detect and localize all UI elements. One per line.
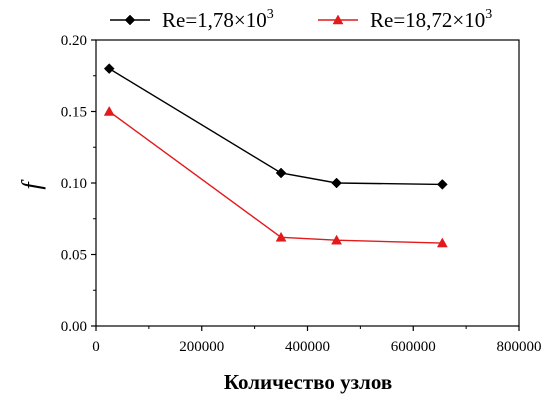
data-point xyxy=(331,177,342,189)
data-point xyxy=(103,105,115,116)
series-1 xyxy=(103,63,448,190)
plot-frame xyxy=(95,39,520,327)
series-line xyxy=(108,68,443,186)
data-point xyxy=(436,237,448,248)
y-axis-ticks: 0.00 0.05 0.10 0.15 0.20 xyxy=(61,33,96,335)
legend-label: Re=1,78×103 xyxy=(162,7,274,32)
data-point xyxy=(275,167,287,179)
x-tick-label: 800000 xyxy=(497,339,542,355)
x-tick-label: 200000 xyxy=(179,339,224,355)
series-line xyxy=(108,110,443,244)
legend-label: Re=18,72×103 xyxy=(370,7,492,32)
legend-item: Re=18,72×103 xyxy=(318,7,492,32)
data-point xyxy=(103,63,115,74)
y-tick-label: 0.20 xyxy=(61,33,87,49)
data-point xyxy=(436,179,448,190)
y-tick-label: 0.15 xyxy=(61,105,87,121)
series-2 xyxy=(103,105,448,248)
data-point xyxy=(275,231,287,242)
legend-marker xyxy=(332,14,344,25)
x-tick-label: 0 xyxy=(92,339,100,355)
y-tick-label: 0.05 xyxy=(61,248,87,264)
legend-item: Re=1,78×103 xyxy=(110,7,274,32)
legend: Re=1,78×103 Re=18,72×103 xyxy=(110,7,492,32)
y-axis-title: f xyxy=(17,179,46,190)
x-tick-label: 600000 xyxy=(391,339,436,355)
x-axis-title: Количество узлов xyxy=(224,370,392,394)
legend-marker xyxy=(124,14,136,26)
y-tick-label: 0.10 xyxy=(61,176,87,192)
series-layer xyxy=(103,63,448,248)
plot-border xyxy=(95,39,520,327)
x-tick-label: 400000 xyxy=(285,339,330,355)
x-axis-ticks: 0 200000 400000 600000 800000 xyxy=(92,326,542,355)
data-point xyxy=(331,234,343,245)
y-tick-label: 0.00 xyxy=(61,319,87,335)
